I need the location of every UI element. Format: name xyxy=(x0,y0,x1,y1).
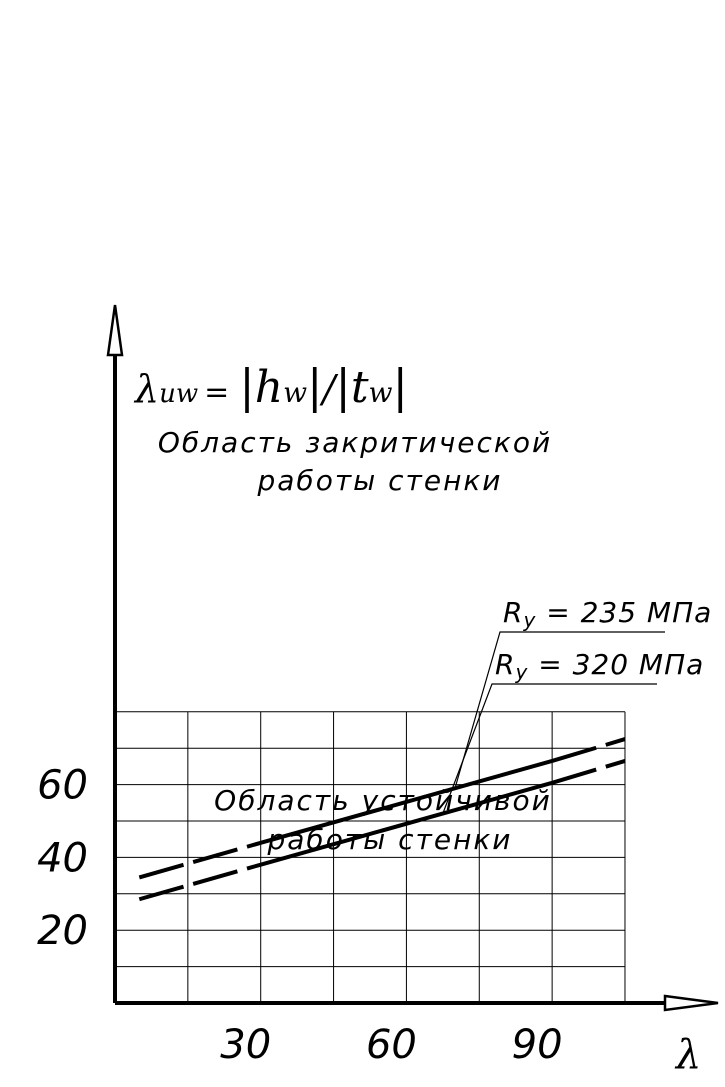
x-axis-arrow xyxy=(663,994,719,1012)
y-label-sub: uw xyxy=(159,379,198,409)
region-upper-line-1: Область закритической xyxy=(158,426,552,459)
y-tick-label: 40 xyxy=(37,835,88,881)
series-label-235: Ry = 235 МПа xyxy=(503,596,712,632)
region-upper-line-2: работы стенки xyxy=(257,464,503,497)
x-tick-label: 60 xyxy=(366,1022,417,1068)
x-axis-label: λ xyxy=(674,1032,701,1078)
leaders xyxy=(442,631,665,814)
axes xyxy=(106,304,719,1012)
series-1-dashed-end xyxy=(551,759,626,785)
y-axis-arrow xyxy=(106,304,124,357)
grid xyxy=(115,711,626,1003)
y-label-h: h xyxy=(255,362,283,413)
x-tick-label: 30 xyxy=(220,1022,271,1068)
y-tick-label: 20 xyxy=(37,908,88,954)
region-lower-line-2: работы стенки xyxy=(267,823,513,856)
y-label-t: t xyxy=(351,362,369,413)
leader-line-0 xyxy=(454,631,665,789)
series-1-solid xyxy=(260,780,553,867)
x-tick-label: 90 xyxy=(512,1022,563,1068)
y-label-bar-4: | xyxy=(393,359,409,413)
y-label-bar-1: | xyxy=(239,359,255,413)
y-tick-label: 60 xyxy=(37,763,88,809)
y-label-lambda: λ xyxy=(133,367,159,411)
tick-labels: 30 60 90 20 40 60 xyxy=(37,763,562,1068)
curves xyxy=(138,737,626,902)
y-label-t-sub: w xyxy=(369,376,393,409)
y-label-h-sub: w xyxy=(283,376,307,409)
series-0-solid xyxy=(260,759,553,845)
series-0-dashed-start xyxy=(138,840,262,880)
series-0-dashed-end xyxy=(551,737,626,763)
y-label-bar-2: | xyxy=(307,359,323,413)
leader-line-1 xyxy=(442,683,657,814)
series-1-dashed-start xyxy=(138,862,262,902)
region-lower-line-1: Область устойчивой xyxy=(214,784,552,817)
y-axis-label: λuw = |hw|/|tw| xyxy=(133,359,408,413)
series-label-320: Ry = 320 МПа xyxy=(495,648,704,684)
y-label-slash: / xyxy=(319,367,339,411)
y-label-bar-3: | xyxy=(335,359,351,413)
y-label-eq: = xyxy=(204,375,229,410)
